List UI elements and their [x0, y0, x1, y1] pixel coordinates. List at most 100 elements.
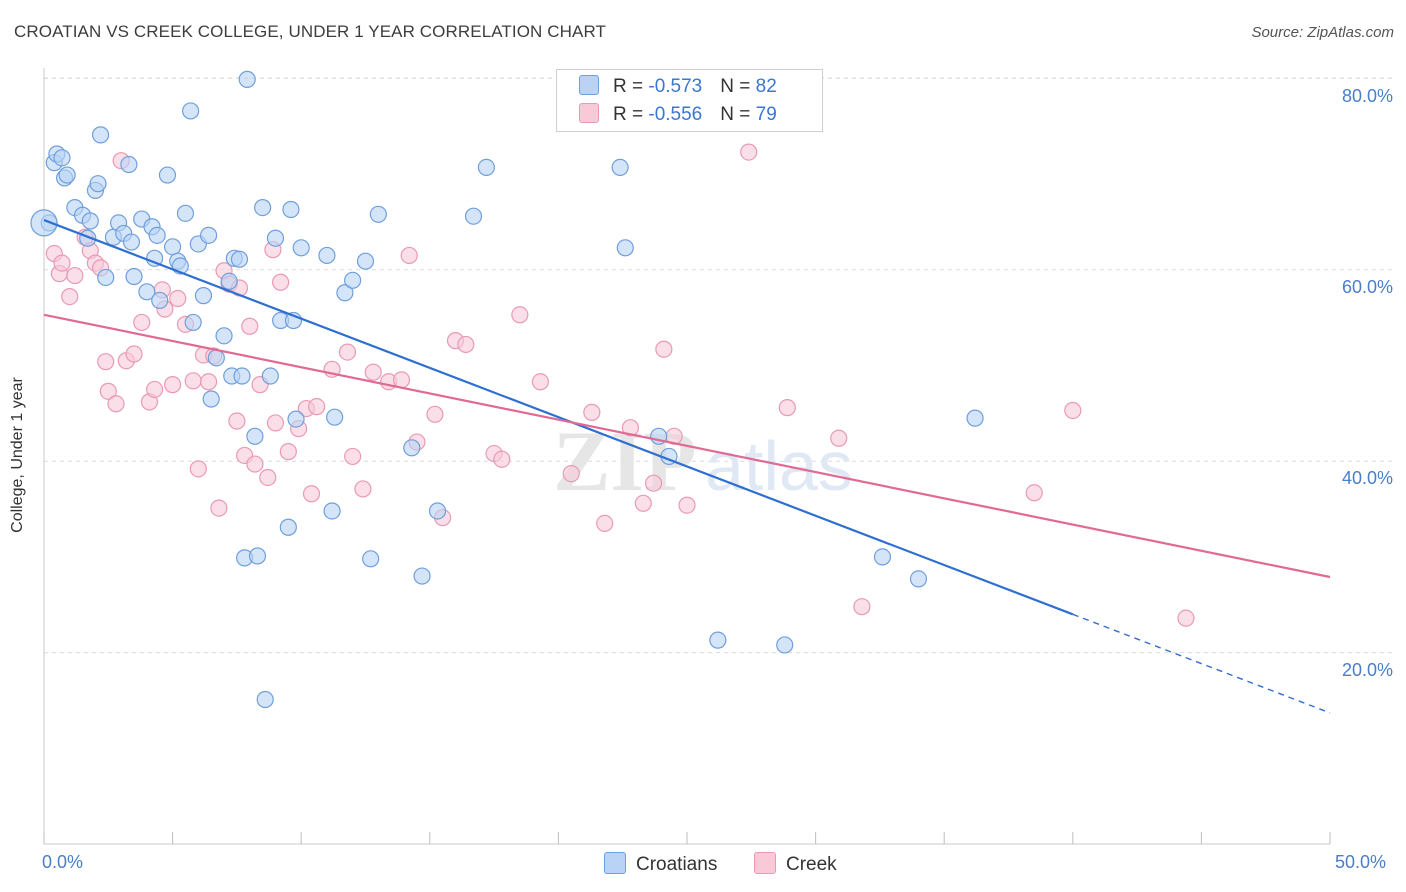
croatians-point-75 [709, 631, 727, 649]
chart-title: CROATIAN VS CREEK COLLEGE, UNDER 1 YEAR … [14, 22, 607, 41]
creek-point-4 [66, 266, 84, 285]
creek-point-9 [97, 353, 115, 371]
croatians-point-59 [323, 502, 341, 520]
croatians-point-79 [966, 409, 984, 427]
creek-point-44 [308, 398, 326, 416]
creek-point-59 [511, 306, 529, 324]
chart-source: Source: ZipAtlas.com [1251, 24, 1394, 41]
croatians-point-61 [336, 284, 354, 302]
croatians-point-large [30, 209, 58, 237]
croatians-point-24 [148, 226, 166, 244]
creek-point-2 [53, 254, 71, 272]
creek-point-66 [644, 474, 663, 492]
croatians-point-11 [89, 175, 107, 193]
croatians-point-42 [230, 250, 249, 268]
croatians-point-50 [261, 367, 279, 385]
croatians-point-17 [120, 155, 138, 174]
creek-point-51 [400, 246, 418, 265]
y-tick-label-60: 60.0% [1341, 277, 1393, 297]
legend-item-creek[interactable]: Creek [754, 852, 837, 876]
croatians-point-47 [248, 547, 267, 565]
y-tick-label-40: 40.0% [1341, 468, 1393, 488]
croatians-point-27 [164, 238, 182, 256]
creek-point-74 [1025, 484, 1043, 502]
croatians-point-76 [776, 636, 794, 654]
creek-point-64 [621, 419, 640, 437]
croatians-point-78 [909, 570, 928, 588]
creek-point-75 [1064, 401, 1082, 420]
croatians-point-64 [362, 550, 380, 568]
croatians-trend-line [43, 219, 1074, 616]
croatians-point-37 [207, 349, 225, 367]
creek-point-24 [189, 460, 207, 478]
croatians-point-31 [182, 102, 200, 120]
croatians-point-25 [151, 291, 169, 310]
creek-point-43 [302, 485, 321, 503]
croatians-point-46 [246, 427, 264, 445]
legend-row-creek: R = -0.556 N = 79 [579, 103, 777, 126]
croatians-point-49 [256, 690, 274, 709]
creek-swatch [579, 103, 599, 123]
creek-point-10 [99, 382, 117, 400]
croatians-n-label: N = [720, 76, 756, 97]
croatians-point-12 [91, 126, 110, 144]
creek-point-20 [164, 376, 182, 394]
croatians-point-65 [369, 205, 387, 223]
creek-point-60 [531, 373, 549, 391]
creek-point-39 [272, 273, 290, 291]
croatians-point-19 [125, 267, 143, 286]
legend-row-croatians: R = -0.573 N = 82 [579, 75, 777, 98]
creek-point-17 [145, 380, 164, 399]
x-tick-label-max: 50.0% [1335, 852, 1387, 872]
creek-point-65 [634, 494, 652, 512]
creek-point-15 [133, 313, 151, 332]
croatians-point-67 [413, 567, 431, 585]
croatians-point-18 [122, 233, 141, 251]
croatians-point-34 [194, 287, 213, 305]
creek-point-62 [583, 403, 601, 421]
croatians-point-48 [254, 198, 272, 217]
croatians-point-62 [344, 271, 362, 289]
creek-point-34 [241, 317, 259, 335]
creek-point-70 [740, 143, 758, 161]
creek-point-47 [354, 480, 372, 498]
creek-point-58 [493, 450, 511, 468]
creek-point-63 [596, 514, 614, 533]
creek-point-56 [457, 335, 475, 354]
y-tick-label-20: 20.0% [1341, 660, 1393, 680]
croatians-point-9 [81, 212, 99, 230]
x-tick-label-min: 0.0% [42, 852, 84, 872]
croatians-point-39 [220, 272, 238, 290]
creek-point-35 [246, 455, 264, 473]
creek-n-label: N = [720, 104, 756, 125]
croatians-point-68 [428, 502, 447, 520]
croatians-point-13 [97, 268, 115, 287]
croatians-point-5 [58, 166, 76, 184]
creek-r-value: -0.556 [648, 104, 703, 125]
croatians-trend-extension [1072, 613, 1331, 714]
croatians-point-63 [356, 252, 375, 270]
creek-point-21 [169, 289, 187, 308]
croatians-point-69 [464, 207, 483, 225]
creek-point-3 [61, 287, 79, 306]
legend-item-croatians[interactable]: Croatians [604, 852, 717, 876]
creek-point-69 [678, 496, 696, 514]
creek-point-76 [1177, 609, 1195, 627]
creek-n-value: 79 [755, 104, 777, 125]
croatians-point-72 [616, 239, 634, 257]
croatians-point-32 [184, 313, 202, 332]
creek-point-14 [125, 345, 143, 363]
watermark-atlas: atlas [705, 427, 853, 505]
creek-point-23 [184, 372, 202, 390]
creek-point-73 [853, 598, 871, 616]
y-tick-label-80: 80.0% [1341, 86, 1393, 106]
croatians-point-77 [873, 548, 892, 566]
creek-point-46 [338, 343, 357, 361]
creek-point-28 [210, 499, 228, 517]
croatians-point-58 [318, 246, 336, 265]
croatians-point-45 [238, 70, 256, 88]
croatians-point-26 [158, 166, 177, 184]
creek-point-11 [107, 395, 125, 413]
croatians-point-38 [215, 327, 233, 345]
